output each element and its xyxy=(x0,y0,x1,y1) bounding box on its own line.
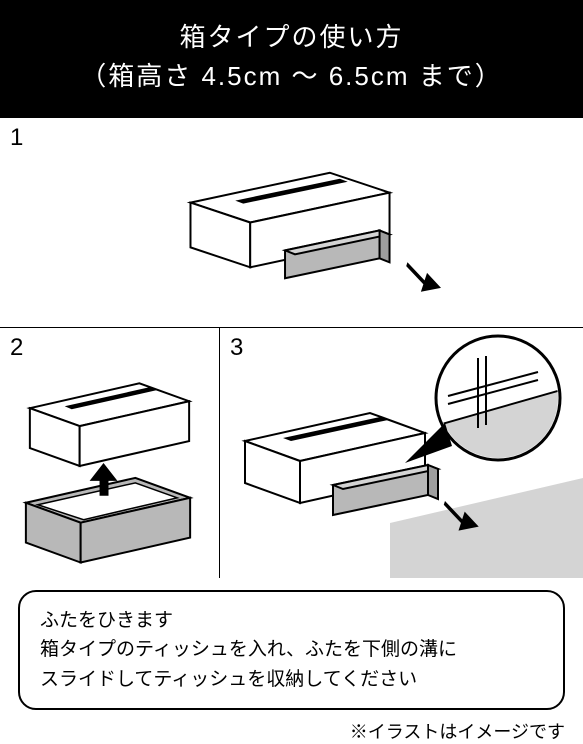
step-3-illustration xyxy=(220,328,583,578)
step-3-number: 3 xyxy=(230,334,243,362)
caption-line-3: スライドしてティッシュを収納してください xyxy=(40,665,543,694)
step-1-illustration xyxy=(0,118,583,327)
step-2-panel: 2 xyxy=(0,328,220,578)
caption-line-1: ふたをひきます xyxy=(40,606,543,635)
header-bar: 箱タイプの使い方 （箱高さ 4.5cm ～ 6.5cm まで） xyxy=(0,0,583,118)
step-2-number: 2 xyxy=(10,334,23,362)
step-3-panel: 3 xyxy=(220,328,583,578)
caption-line-2: 箱タイプのティッシュを入れ、ふたを下側の溝に xyxy=(40,635,543,664)
steps-row-1: 1 xyxy=(0,118,583,328)
step-2-illustration xyxy=(0,328,219,578)
caption-box: ふたをひきます 箱タイプのティッシュを入れ、ふたを下側の溝に スライドしてティッ… xyxy=(18,590,565,710)
step-1-panel: 1 xyxy=(0,118,583,328)
step-1-number: 1 xyxy=(10,124,23,152)
footnote: ※イラストはイメージです xyxy=(0,716,583,744)
header-title-1: 箱タイプの使い方 xyxy=(10,18,573,57)
instruction-sheet: 箱タイプの使い方 （箱高さ 4.5cm ～ 6.5cm まで） 1 xyxy=(0,0,583,733)
steps-row-2: 2 xyxy=(0,328,583,578)
header-title-2: （箱高さ 4.5cm ～ 6.5cm まで） xyxy=(10,57,573,96)
